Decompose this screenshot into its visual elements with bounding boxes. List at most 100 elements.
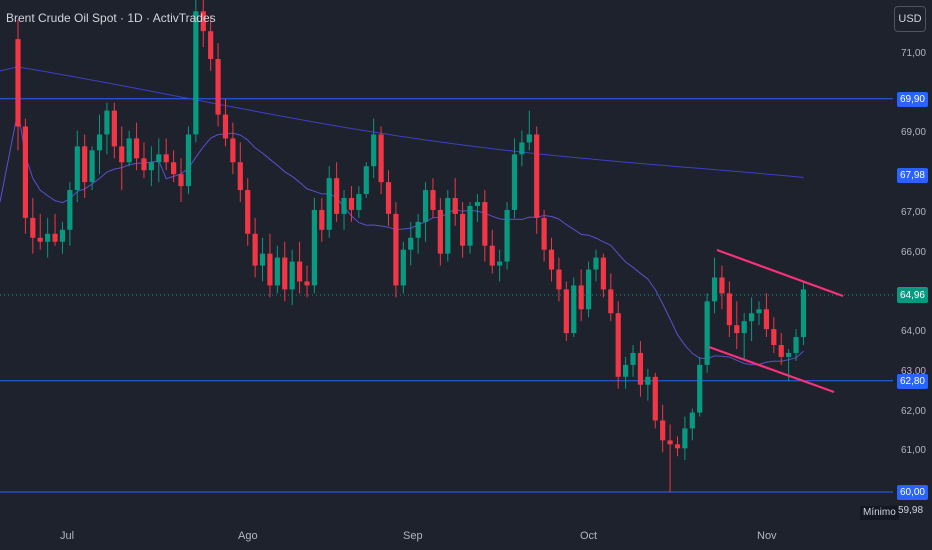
min-value: 59,98: [898, 505, 924, 516]
price-tag: 62,80: [896, 373, 928, 389]
candle-body: [504, 209, 510, 262]
candle-body: [763, 309, 770, 330]
candle-body: [304, 281, 310, 286]
candle-body: [289, 261, 295, 290]
candle-body: [600, 257, 606, 290]
price-tag: 60,00: [896, 485, 928, 500]
candle-body: [326, 178, 332, 230]
candle-body: [771, 329, 777, 346]
candle-body: [245, 190, 251, 234]
candle-body: [393, 213, 399, 286]
candle-body: [371, 134, 377, 167]
x-tick-label: Ago: [238, 530, 258, 542]
candle-body: [415, 221, 421, 238]
candle-body: [385, 182, 392, 214]
candle-body: [741, 321, 747, 334]
candle-body: [682, 428, 688, 449]
candle-body: [800, 289, 807, 338]
candle-body: [563, 289, 569, 334]
candle-body: [259, 253, 266, 266]
candle-body: [697, 364, 703, 413]
y-tick-label: 61,00: [900, 445, 926, 457]
candle-body: [541, 217, 547, 250]
candle-body: [141, 158, 147, 171]
candle-body: [163, 154, 169, 163]
y-tick-label: 67,00: [900, 206, 926, 218]
candle-body: [489, 245, 495, 266]
candle-body: [252, 233, 258, 266]
candle-body: [548, 249, 555, 270]
candle-body: [704, 301, 710, 365]
x-tick-label: Nov: [757, 530, 777, 542]
candle-body: [237, 162, 243, 191]
y-tick-label: 63,00: [900, 365, 926, 377]
y-tick-label: 62,00: [900, 405, 926, 417]
candle-body: [30, 217, 36, 238]
candle-body: [734, 325, 740, 334]
candle-body: [793, 337, 799, 353]
candle-body: [652, 376, 658, 421]
candle-body: [689, 412, 695, 429]
candle-body: [208, 31, 214, 59]
candle-body: [482, 201, 488, 246]
candle-body: [193, 11, 199, 135]
candle-body: [215, 58, 221, 115]
candle-body: [52, 233, 58, 242]
min-label: Mínimo: [860, 506, 899, 520]
candle-body: [711, 277, 718, 302]
long-moving-average: [0, 66, 804, 178]
horizontal-levels: [0, 98, 893, 493]
candle-body: [474, 201, 481, 206]
candle-body: [667, 440, 673, 445]
candle-body: [22, 126, 29, 218]
candle-body: [608, 289, 614, 314]
price-tag: 69,90: [896, 91, 928, 107]
candle-body: [452, 198, 458, 214]
candle-body: [15, 39, 21, 127]
x-tick-label: Oct: [580, 530, 598, 542]
channel-lines: [708, 248, 844, 394]
candle-body: [556, 269, 562, 290]
channel-lower-line: [708, 345, 835, 394]
y-tick-label: 64,00: [900, 326, 926, 338]
x-tick-label: Sep: [403, 530, 423, 542]
candle-body: [200, 11, 206, 32]
candle-body: [222, 114, 229, 139]
candle-body: [111, 110, 117, 147]
candle-body: [778, 345, 784, 357]
candle-body: [719, 277, 725, 294]
candle-body: [726, 293, 732, 326]
candle-body: [230, 138, 236, 163]
candle-body: [156, 154, 162, 163]
candle-body: [756, 309, 762, 314]
currency-button[interactable]: USD: [894, 6, 926, 32]
candle-body: [133, 138, 140, 159]
candle-body: [437, 209, 443, 254]
candle-body: [571, 285, 577, 334]
candles: [15, 0, 807, 492]
candle-body: [274, 257, 280, 286]
candle-body: [148, 162, 154, 171]
candle-body: [400, 249, 406, 286]
candle-body: [178, 174, 184, 187]
candle-body: [378, 134, 384, 183]
candle-body: [334, 178, 340, 214]
candle-body: [126, 138, 132, 163]
candle-body: [593, 257, 599, 270]
y-tick-label: 71,00: [900, 48, 926, 59]
candle-body: [511, 154, 518, 210]
candle-body: [460, 213, 466, 246]
candle-body: [430, 190, 436, 210]
candle-body: [748, 313, 755, 322]
moving-averages: [0, 66, 804, 366]
candle-body: [786, 352, 792, 357]
candle-body: [445, 198, 451, 254]
candle-body: [282, 257, 288, 290]
candle-body: [534, 134, 540, 218]
candle-body: [674, 444, 681, 449]
candle-body: [311, 209, 317, 286]
candle-body: [82, 146, 88, 183]
candle-body: [74, 146, 80, 191]
x-tick-label: Jul: [60, 530, 75, 542]
